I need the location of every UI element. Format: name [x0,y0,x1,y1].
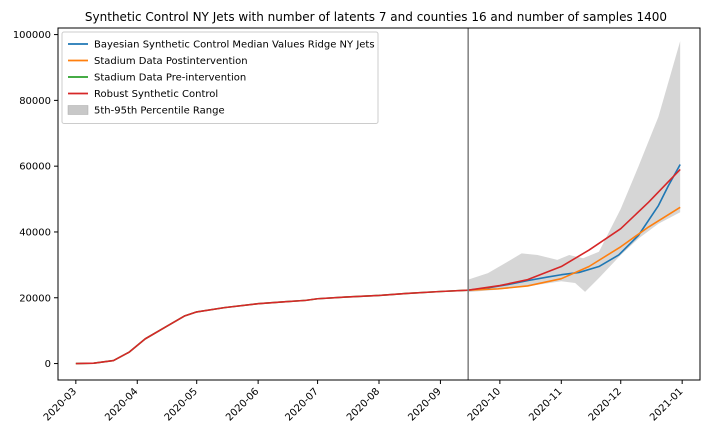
y-tick-label: 100000 [13,30,51,41]
x-tick-label: 2020-03 [42,386,79,423]
x-tick-label: 2020-07 [284,386,321,423]
legend-label: 5th-95th Percentile Range [94,106,225,117]
x-tick-label: 2020-04 [103,386,140,423]
x-tick-label: 2020-05 [163,386,200,423]
x-tick-label: 2020-11 [527,386,564,423]
x-tick-label: 2020-08 [345,386,382,423]
plot-area [75,28,681,380]
x-tick-label: 2020-09 [406,386,443,423]
x-tick-label: 2020-06 [224,386,261,423]
legend-box [61,31,379,124]
legend-label: Stadium Data Postintervention [94,56,248,67]
series-line-3 [75,168,681,365]
legend-swatch [67,105,89,115]
y-tick-label: 80000 [19,96,51,107]
series-line-1 [468,206,681,291]
x-tick-label: 2020-10 [466,386,503,423]
x-tick-label: 2020-12 [587,386,624,423]
y-tick-label: 20000 [19,293,51,304]
legend-label: Bayesian Synthetic Control Median Values… [94,40,375,51]
x-tick-label: 2021-01 [648,386,685,423]
legend-label: Stadium Data Pre-intervention [94,73,246,84]
series-line-2 [75,289,469,365]
y-tick-label: 60000 [19,162,51,173]
legend: Bayesian Synthetic Control Median Values… [61,31,379,124]
legend-label: Robust Synthetic Control [94,89,218,100]
chart-title: Synthetic Control NY Jets with number of… [85,10,667,24]
y-tick-label: 40000 [19,227,51,238]
percentile-band [468,41,681,293]
y-tick-label: 0 [45,359,51,370]
